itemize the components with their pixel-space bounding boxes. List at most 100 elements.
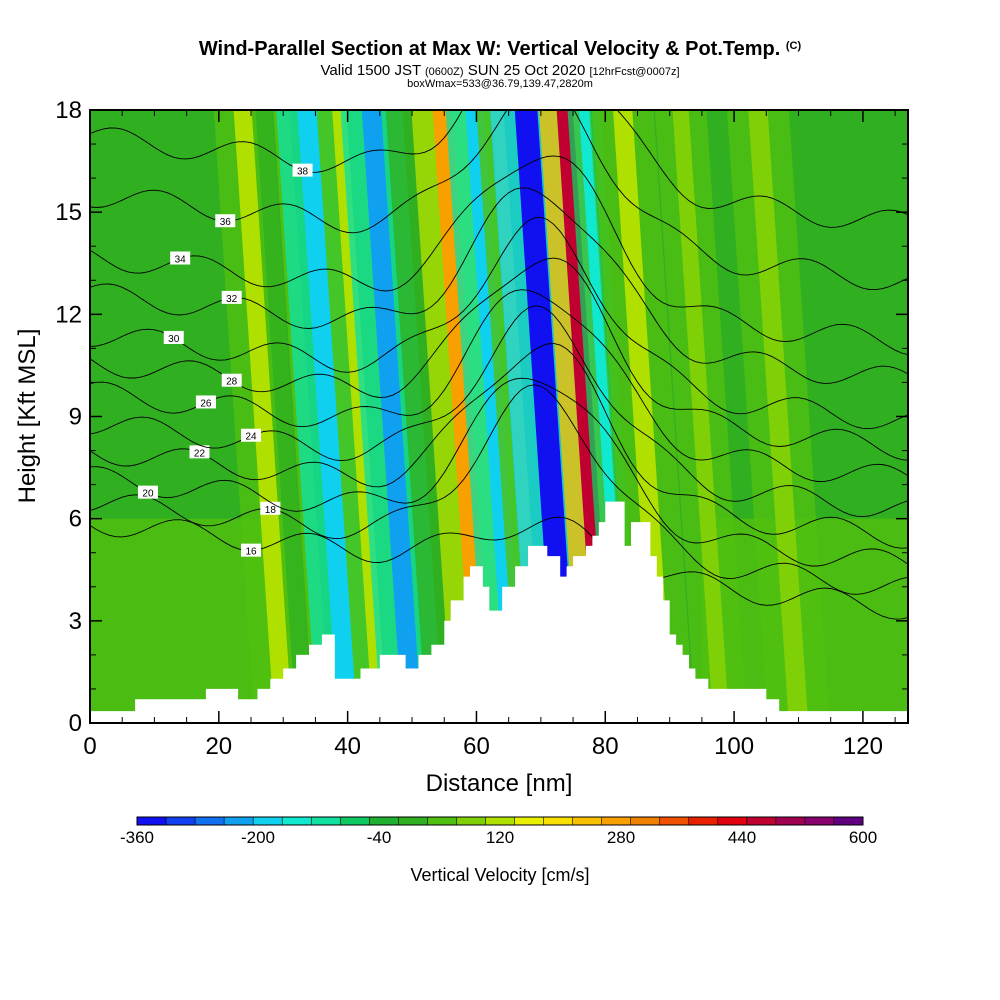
y-tick-label: 15 (55, 199, 82, 226)
colorbar-tick-label: 440 (728, 828, 756, 847)
valid-date: SUN 25 Oct 2020 (467, 62, 586, 79)
colorbar-tick-label: 280 (607, 828, 635, 847)
colorbar-swatch (311, 817, 341, 825)
theta-label-bg (221, 373, 242, 387)
colorbar-swatch (572, 817, 603, 825)
colorbar-swatch (456, 817, 486, 825)
colorbar-tick-label: -200 (241, 828, 275, 847)
valid-zulu: (0600Z) (425, 66, 464, 78)
theta-contour-line (90, 216, 908, 430)
colorbar-label: Vertical Velocity [cm/s] (410, 865, 589, 885)
theta-contour-label: 20 (142, 489, 154, 500)
theta-contour-line (90, 384, 908, 595)
chart-subtitle: Valid 1500 JST (0600Z) SUN 25 Oct 2020 [… (0, 62, 1000, 79)
colorbar-swatch (485, 817, 516, 825)
colorbar-swatch (833, 817, 864, 825)
theta-contour-label: 34 (175, 255, 187, 266)
colorbar-swatch (340, 817, 370, 825)
x-tick-label: 0 (83, 733, 96, 760)
theta-contour-label: 36 (220, 217, 232, 228)
colorbar-tick-label: 120 (486, 828, 514, 847)
theta-label-bg (189, 445, 210, 459)
colorbar-swatch (282, 817, 312, 825)
velocity-column (748, 110, 809, 723)
y-tick-label: 3 (69, 608, 82, 635)
colorbar-swatch (369, 817, 399, 825)
x-axis-label: Distance [nm] (426, 770, 573, 797)
theta-contour-label: 28 (226, 377, 238, 388)
x-tick-label: 60 (463, 733, 490, 760)
theta-contour-label: 16 (245, 547, 257, 558)
velocity-column (233, 110, 293, 723)
theta-contours: 16 18 20 22 24 26 28 30 32 34 36 38 (90, 110, 908, 620)
theta-label-bg (241, 428, 262, 442)
colorbar-swatch (398, 817, 428, 825)
colorbar-tick-label: -360 (120, 828, 154, 847)
theta-contour-label: 30 (168, 334, 180, 345)
valid-prefix: Valid 1500 JST (320, 62, 421, 79)
theta-contour-label: 22 (194, 448, 206, 459)
theta-contour-line (90, 110, 908, 228)
theta-label-bg (292, 163, 313, 177)
x-tick-label: 80 (592, 733, 619, 760)
theta-contour-line (90, 343, 908, 549)
y-tick-label: 0 (69, 710, 82, 737)
colorbar-swatch (195, 817, 225, 825)
colorbar-swatch (253, 817, 283, 825)
colorbar-swatch (717, 817, 748, 825)
theta-contour-line (90, 305, 908, 518)
y-tick-label: 18 (55, 97, 82, 124)
colorbar-swatch (659, 817, 690, 825)
colorbar-swatch (630, 817, 661, 825)
colorbar-swatch (543, 817, 574, 825)
theta-contour-line (90, 155, 908, 356)
colorbar-swatch (166, 817, 196, 825)
y-tick-label: 6 (69, 506, 82, 533)
colorbar-swatch (775, 817, 806, 825)
theta-label-bg (241, 543, 262, 557)
velocity-column (297, 110, 358, 723)
colorbar-swatch (514, 817, 545, 825)
x-tick-label: 100 (714, 733, 754, 760)
theta-contour-label: 26 (200, 398, 212, 409)
velocity-column (361, 110, 422, 723)
theta-contour-line (90, 289, 908, 482)
velocity-column (613, 110, 673, 723)
theta-label-bg (163, 330, 184, 344)
y-tick-label: 9 (69, 404, 82, 431)
box-info: boxWmax=533@36.79,139.47,2820m (407, 78, 593, 90)
colorbar-swatch (804, 817, 835, 825)
theta-label-bg (170, 251, 191, 265)
chart-title-suffix: (C) (785, 40, 802, 52)
x-tick-label: 20 (205, 733, 232, 760)
theta-contour-label: 38 (297, 167, 309, 178)
terrain (90, 501, 908, 723)
colorbar-frame (136, 816, 864, 826)
velocity-column (514, 110, 578, 723)
colorbar-swatch (427, 817, 457, 825)
theta-contour-label: 32 (226, 294, 238, 305)
theta-label-bg (195, 395, 216, 409)
colorbar-swatch (746, 817, 777, 825)
theta-label-bg (221, 290, 242, 304)
colorbar-swatch (137, 817, 167, 825)
colorbar-tick-label: 600 (849, 828, 877, 847)
colorbar-swatch (688, 817, 719, 825)
theta-label-bg (137, 485, 158, 499)
theta-contour-label: 18 (265, 505, 277, 516)
colorbar-swatch (224, 817, 254, 825)
theta-contour-label: 24 (245, 432, 257, 443)
forecast-tag: [12hrFcst@0007z] (589, 66, 680, 78)
y-axis-label: Height [Kft MSL] (14, 329, 41, 504)
velocity-column (672, 110, 730, 723)
colorbar-swatch (601, 817, 632, 825)
chart-title-main: Wind-Parallel Section at Max W: Vertical… (198, 38, 781, 60)
theta-label-bg (215, 214, 236, 228)
y-tick-label: 12 (55, 301, 82, 328)
x-tick-label: 40 (334, 733, 361, 760)
colorbar-tick-label: -40 (367, 828, 392, 847)
chart-title: Wind-Parallel Section at Max W: Vertical… (0, 38, 1000, 61)
theta-contour-line (90, 516, 908, 620)
x-tick-label: 120 (843, 733, 883, 760)
